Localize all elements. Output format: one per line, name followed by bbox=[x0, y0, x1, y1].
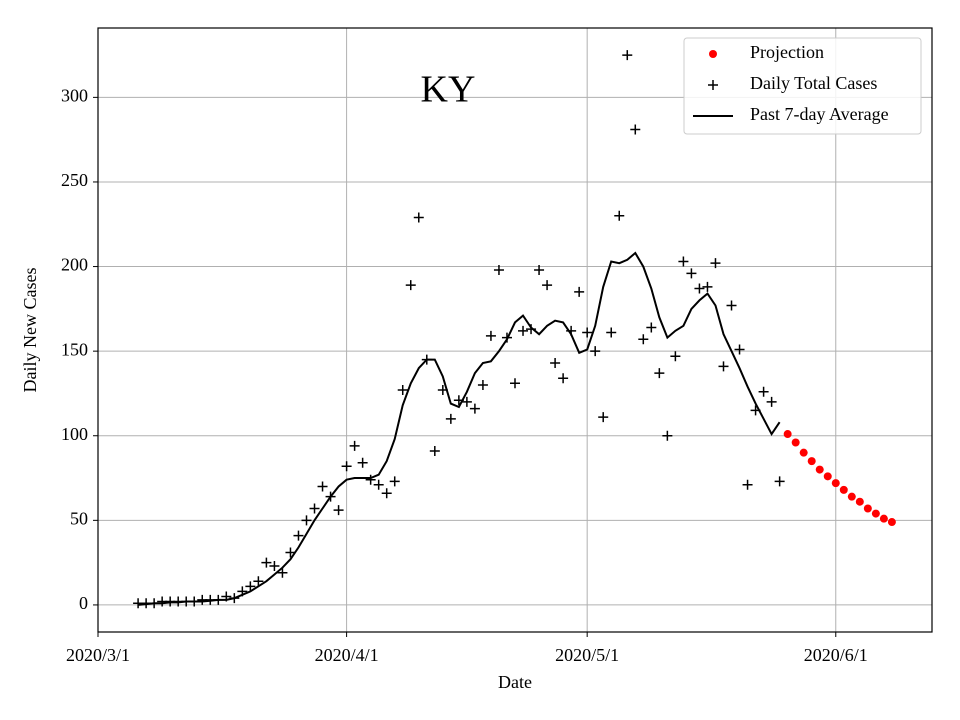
case-point bbox=[654, 368, 665, 379]
projection-point bbox=[799, 448, 808, 457]
case-point bbox=[373, 479, 384, 490]
projection-point bbox=[855, 497, 864, 506]
case-point bbox=[269, 561, 280, 572]
case-point bbox=[670, 351, 681, 362]
case-point bbox=[333, 505, 344, 516]
legend: Projection Daily Total Cases Past 7-day Av… bbox=[683, 37, 922, 135]
projection-point bbox=[863, 504, 872, 513]
legend-label: Past 7-day Average bbox=[750, 104, 889, 124]
case-point bbox=[405, 280, 416, 291]
case-point bbox=[574, 286, 585, 297]
x-tick-label: 2020/5/1 bbox=[555, 645, 619, 665]
case-point bbox=[598, 412, 609, 423]
case-point bbox=[397, 385, 408, 396]
projection-point bbox=[791, 438, 800, 447]
projection-point bbox=[783, 430, 792, 439]
case-point bbox=[341, 461, 352, 472]
case-point bbox=[461, 396, 472, 407]
y-tick-label: 0 bbox=[79, 593, 88, 613]
case-point bbox=[558, 373, 569, 384]
case-point bbox=[630, 124, 641, 135]
projection-point bbox=[831, 479, 840, 488]
x-tick-label: 2020/6/1 bbox=[804, 645, 868, 665]
case-point bbox=[518, 325, 529, 336]
case-point bbox=[413, 212, 424, 223]
case-point bbox=[293, 530, 304, 541]
case-point bbox=[718, 361, 729, 372]
case-point bbox=[550, 357, 561, 368]
case-point bbox=[710, 258, 721, 269]
projection-point bbox=[871, 509, 880, 518]
x-axis-label: Date bbox=[498, 672, 532, 692]
case-point bbox=[614, 210, 625, 221]
average-line bbox=[138, 251, 781, 606]
y-tick-label: 150 bbox=[61, 339, 88, 359]
projection-point bbox=[879, 514, 888, 523]
x-tick-label: 2020/4/1 bbox=[315, 645, 379, 665]
case-point bbox=[686, 268, 697, 279]
case-point bbox=[301, 515, 312, 526]
case-point bbox=[734, 344, 745, 355]
case-point bbox=[694, 283, 705, 294]
case-point bbox=[646, 322, 657, 333]
case-point bbox=[622, 50, 633, 61]
case-point bbox=[445, 413, 456, 424]
case-point bbox=[606, 327, 617, 338]
case-point bbox=[245, 581, 256, 592]
case-point bbox=[381, 488, 392, 499]
y-tick-label: 200 bbox=[61, 255, 88, 275]
case-point bbox=[477, 379, 488, 390]
chart-title: KY bbox=[421, 69, 476, 111]
case-point bbox=[365, 474, 376, 485]
case-point bbox=[277, 567, 288, 578]
case-point bbox=[582, 327, 593, 338]
case-point bbox=[542, 280, 553, 291]
case-point bbox=[638, 334, 649, 345]
legend-label: Daily Total Cases bbox=[750, 73, 877, 93]
case-point bbox=[678, 256, 689, 267]
case-point bbox=[309, 503, 320, 514]
legend-box bbox=[683, 37, 922, 135]
case-point bbox=[534, 264, 545, 275]
projection-point bbox=[887, 518, 896, 527]
case-point bbox=[389, 476, 400, 487]
legend-symbol bbox=[709, 50, 717, 58]
case-point bbox=[469, 403, 480, 414]
projection-point bbox=[815, 465, 824, 474]
case-point bbox=[758, 386, 769, 397]
case-point bbox=[349, 440, 360, 451]
case-point bbox=[510, 378, 520, 389]
y-tick-label: 50 bbox=[70, 508, 88, 528]
marks bbox=[133, 50, 896, 609]
case-point bbox=[253, 576, 264, 587]
plot-frame bbox=[97, 27, 933, 633]
case-point bbox=[285, 547, 296, 558]
legend-label: Projection bbox=[750, 42, 824, 62]
x-tick-label: 2020/3/1 bbox=[66, 645, 130, 665]
case-point bbox=[774, 476, 785, 487]
case-point bbox=[726, 300, 737, 311]
projection-point bbox=[807, 457, 816, 466]
case-point bbox=[493, 264, 504, 275]
y-tick-label: 100 bbox=[61, 424, 88, 444]
case-point bbox=[766, 396, 777, 407]
projection-point bbox=[839, 485, 848, 494]
case-point bbox=[317, 481, 328, 492]
projection-point bbox=[847, 492, 856, 501]
y-axis-label: Daily New Cases bbox=[20, 268, 40, 393]
case-point bbox=[702, 281, 713, 292]
case-point bbox=[590, 346, 601, 357]
projection-point bbox=[823, 472, 832, 481]
case-point bbox=[742, 479, 753, 490]
y-tick-label: 300 bbox=[61, 85, 88, 105]
case-point bbox=[429, 445, 440, 456]
case-point bbox=[662, 430, 673, 441]
case-point bbox=[261, 557, 272, 568]
y-tick-label: 250 bbox=[61, 170, 88, 190]
legend-symbol bbox=[708, 80, 718, 90]
case-point bbox=[357, 457, 368, 468]
case-point bbox=[485, 330, 496, 341]
